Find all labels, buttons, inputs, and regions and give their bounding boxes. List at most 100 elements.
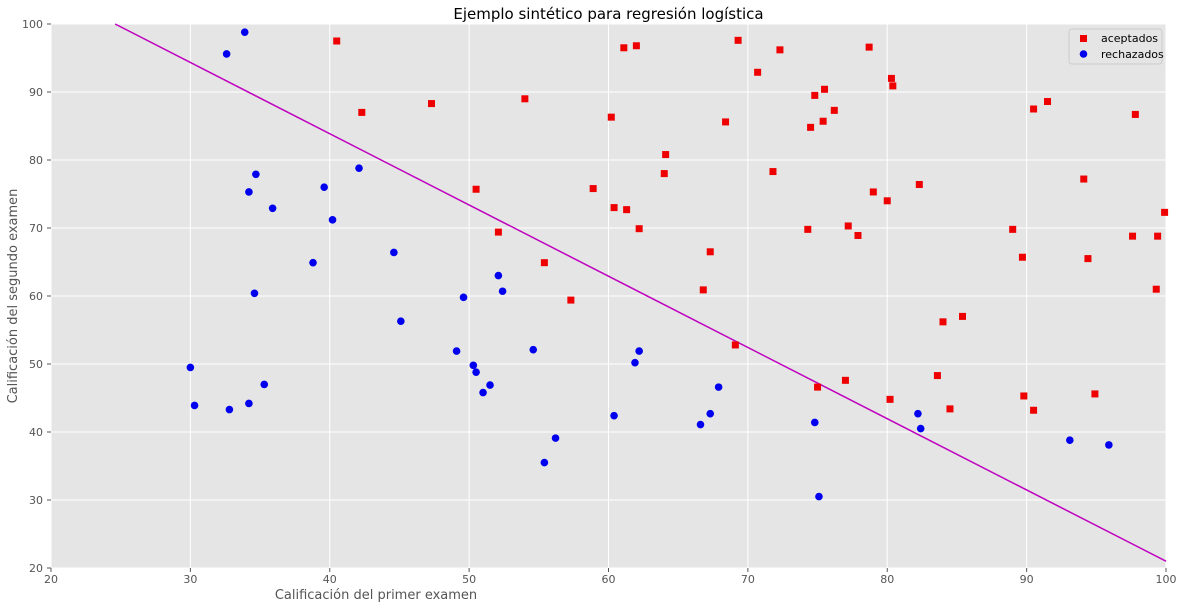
- point-aceptado: [620, 44, 628, 52]
- x-tick-label: 100: [1156, 573, 1177, 586]
- point-aceptado: [811, 91, 819, 99]
- point-aceptado: [699, 286, 707, 294]
- point-aceptado: [776, 46, 784, 54]
- point-aceptado: [722, 118, 730, 126]
- point-aceptado: [754, 68, 762, 76]
- point-rechazado: [190, 401, 199, 410]
- point-aceptado: [844, 222, 852, 230]
- point-rechazado: [486, 381, 494, 389]
- point-rechazado: [260, 380, 269, 389]
- legend-marker-rechazados: [1079, 50, 1088, 58]
- y-tick-label: 60: [29, 290, 43, 303]
- y-tick-label: 40: [29, 426, 43, 439]
- point-aceptado: [807, 123, 815, 131]
- point-rechazado: [551, 434, 560, 442]
- point-rechazado: [494, 271, 503, 280]
- x-tick-label: 30: [183, 573, 197, 586]
- point-rechazado: [222, 50, 231, 58]
- x-axis-label: Calificación del primer examen: [275, 588, 477, 603]
- legend-label-aceptados: aceptados: [1101, 32, 1158, 45]
- point-aceptado: [1030, 406, 1038, 414]
- legend-label-rechazados: rechazados: [1101, 48, 1164, 61]
- point-aceptado: [1152, 285, 1160, 293]
- point-aceptado: [427, 100, 435, 108]
- point-aceptado: [610, 204, 618, 212]
- point-aceptado: [607, 113, 615, 121]
- legend-box: [1068, 28, 1163, 65]
- point-aceptado: [540, 259, 548, 267]
- point-rechazado: [320, 183, 328, 191]
- y-axis-label: Calificación del segundo examen: [6, 189, 21, 404]
- point-aceptado: [623, 206, 631, 214]
- x-tick-label: 80: [880, 573, 894, 586]
- point-aceptado: [769, 168, 777, 176]
- point-rechazado: [472, 368, 480, 376]
- y-axis-ticks: 20 30 40 50 60 70 80 90 100: [22, 18, 51, 575]
- point-aceptado: [814, 383, 822, 391]
- point-rechazado: [1066, 436, 1074, 444]
- point-aceptado: [959, 312, 967, 320]
- point-aceptado: [1044, 98, 1052, 106]
- point-rechazado: [328, 216, 337, 224]
- series-rechazados: [186, 28, 1113, 501]
- x-tick-label: 40: [323, 573, 337, 586]
- x-tick-label: 70: [741, 573, 755, 586]
- point-aceptado: [333, 37, 341, 45]
- point-rechazado: [252, 170, 260, 179]
- point-aceptado: [883, 197, 891, 205]
- point-rechazado: [459, 293, 468, 302]
- point-rechazado: [706, 409, 715, 418]
- point-aceptado: [1154, 232, 1162, 240]
- point-aceptado: [819, 117, 827, 125]
- point-rechazado: [390, 248, 398, 257]
- point-aceptado: [830, 106, 838, 114]
- series-aceptados: [333, 36, 1169, 414]
- point-aceptado: [635, 225, 643, 233]
- point-aceptado: [731, 341, 739, 349]
- x-tick-label: 50: [462, 573, 476, 586]
- decision-boundary-line: [114, 23, 1167, 562]
- legend: aceptados rechazados: [1068, 28, 1164, 65]
- point-aceptado: [939, 318, 947, 326]
- point-rechazado: [529, 345, 538, 354]
- point-rechazado: [1105, 441, 1113, 449]
- point-rechazado: [250, 289, 259, 298]
- point-aceptado: [660, 170, 668, 178]
- point-aceptado: [841, 376, 849, 384]
- point-rechazado: [469, 361, 478, 370]
- y-tick-label: 90: [29, 86, 43, 99]
- y-tick-label: 70: [29, 222, 43, 235]
- point-aceptado: [662, 151, 670, 159]
- point-rechazado: [914, 409, 922, 418]
- point-aceptado: [865, 43, 873, 51]
- point-rechazado: [452, 347, 461, 355]
- x-tick-label: 20: [44, 573, 58, 586]
- y-tick-label: 50: [29, 358, 43, 371]
- point-aceptado: [521, 95, 529, 103]
- point-aceptado: [494, 228, 502, 236]
- point-aceptado: [804, 225, 812, 233]
- point-rechazado: [397, 317, 405, 325]
- point-rechazado: [268, 204, 277, 213]
- point-aceptado: [889, 82, 897, 90]
- point-aceptado: [1080, 175, 1088, 183]
- point-aceptado: [1030, 105, 1038, 113]
- point-aceptado: [1161, 208, 1169, 216]
- decision-boundary: [114, 23, 1167, 562]
- point-aceptado: [915, 180, 923, 188]
- point-rechazado: [815, 492, 823, 501]
- point-aceptado: [821, 85, 829, 93]
- legend-marker-aceptados: [1080, 35, 1087, 42]
- point-rechazado: [498, 287, 507, 296]
- point-rechazado: [355, 164, 363, 172]
- point-aceptado: [1131, 110, 1139, 118]
- point-rechazado: [225, 405, 234, 414]
- point-rechazado: [309, 258, 317, 267]
- y-tick-label: 20: [29, 562, 43, 575]
- point-aceptado: [632, 42, 640, 50]
- y-tick-label: 100: [22, 18, 43, 31]
- point-aceptado: [706, 248, 714, 256]
- point-aceptado: [946, 405, 954, 413]
- point-rechazado: [186, 363, 195, 372]
